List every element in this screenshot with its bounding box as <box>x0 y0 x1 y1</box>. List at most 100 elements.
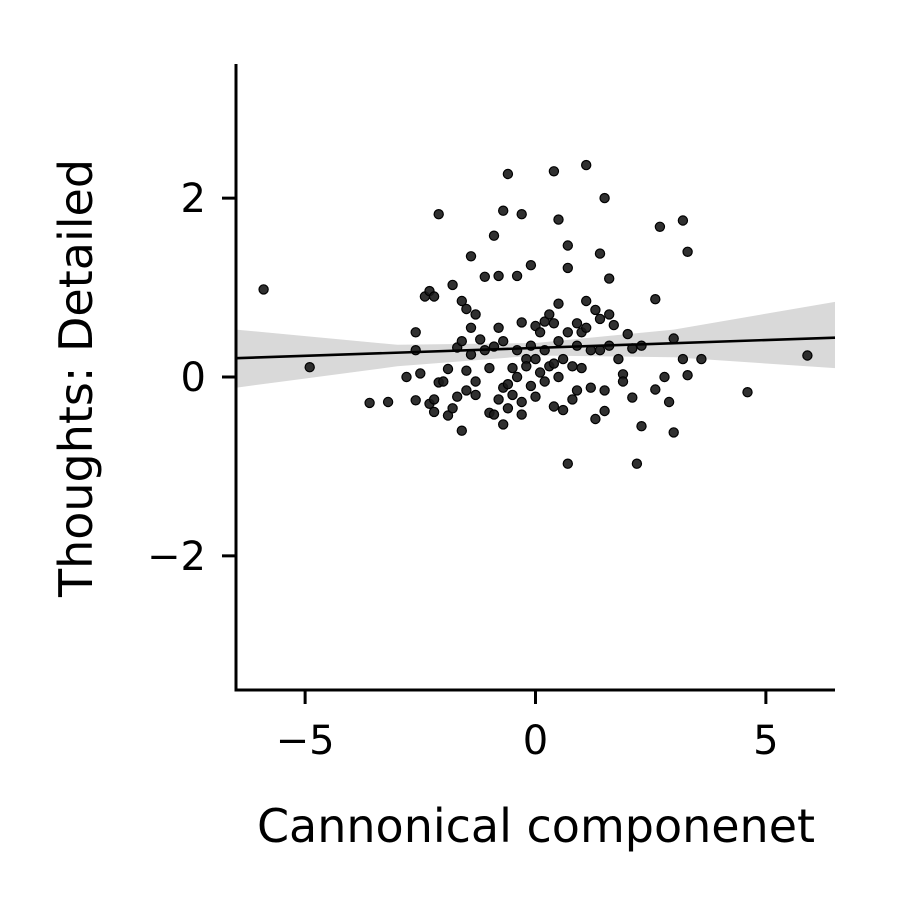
y-tick-label: −2 <box>147 534 206 580</box>
scatter-point <box>663 396 675 408</box>
scatter-point <box>539 376 550 387</box>
scatter-point <box>530 353 541 365</box>
scatter-point <box>668 333 679 344</box>
scatter-point <box>258 284 269 295</box>
scatter-point <box>428 291 440 302</box>
scatter-point <box>599 385 610 396</box>
scatter-point <box>677 353 689 365</box>
scatter-point <box>650 384 661 395</box>
scatter-point <box>502 379 514 390</box>
x-tick-label: −5 <box>276 718 335 764</box>
scatter-point <box>433 208 444 220</box>
scatter-point <box>617 376 629 387</box>
scatter-point <box>447 403 458 414</box>
scatter-point <box>571 385 583 396</box>
scatter-point <box>493 270 504 282</box>
scatter-point <box>516 409 527 420</box>
scatter-point <box>382 396 394 408</box>
scatter-point <box>650 294 661 305</box>
scatter-point <box>475 334 486 345</box>
scatter-point <box>470 309 481 320</box>
scatter-point <box>530 391 541 402</box>
scatter-point <box>548 358 560 369</box>
y-axis-label: Thoughts: Detailed <box>49 159 103 598</box>
scatter-point <box>567 394 578 405</box>
scatter-point <box>590 304 601 316</box>
scatter-point <box>410 395 421 406</box>
scatter-point <box>461 385 472 396</box>
scatter-point <box>304 362 315 373</box>
scatter-point <box>498 336 509 347</box>
scatter-point <box>461 303 472 315</box>
regression-line <box>235 336 836 360</box>
scatter-point <box>581 322 592 333</box>
scatter-point <box>682 370 693 381</box>
scatter-point <box>498 205 509 216</box>
scatter-point <box>562 262 574 274</box>
scatter-point <box>521 361 532 372</box>
scatter-point <box>557 353 569 365</box>
axes: −5 0 5 2 0 −2 <box>147 64 835 764</box>
scatter-point <box>571 318 583 329</box>
scatter-point <box>484 362 495 374</box>
scatter-point <box>516 208 527 220</box>
scatter-point <box>516 396 527 408</box>
scatter-point <box>442 363 454 375</box>
scatter-point <box>428 394 440 405</box>
scatter-point <box>576 362 587 374</box>
scatter-point <box>488 230 500 241</box>
scatter-point <box>502 168 514 180</box>
scatter-point <box>428 406 440 418</box>
scatter-point <box>585 382 597 393</box>
scatter-point <box>802 350 813 361</box>
scatter-point <box>525 260 537 271</box>
scatter-point <box>493 322 504 333</box>
y-tick-label: 0 <box>181 355 206 401</box>
scatter-point <box>636 421 647 432</box>
scatter-point <box>608 319 620 331</box>
scatter-point <box>627 392 638 403</box>
scatter-point <box>553 336 564 347</box>
plot-area <box>235 159 836 469</box>
scatter-point <box>590 413 601 425</box>
scatter-point <box>544 309 555 320</box>
scatter-point <box>479 271 490 282</box>
scatter-point <box>502 403 514 414</box>
scatter-point <box>631 458 643 469</box>
scatter-point <box>456 425 467 436</box>
scatter-point <box>511 345 523 356</box>
x-tick-label: 5 <box>753 718 778 764</box>
scatter-point <box>581 295 592 307</box>
scatter-point <box>604 309 615 320</box>
scatter-point <box>511 270 523 282</box>
scatter-point <box>668 427 679 438</box>
scatter-point <box>677 215 689 226</box>
y-tick-label: 2 <box>181 176 206 222</box>
x-axis-label: Cannonical componenet <box>257 799 815 853</box>
scatter-point <box>410 327 421 338</box>
scatter-point <box>682 246 693 257</box>
scatter-point <box>562 240 574 251</box>
scatter-point <box>534 367 546 378</box>
scatter-point <box>364 397 375 409</box>
scatter-point <box>553 371 564 383</box>
scatter-point <box>548 166 560 177</box>
scatter-point <box>562 458 574 469</box>
scatter-point <box>452 391 463 402</box>
scatter-point <box>442 410 454 421</box>
scatter-point <box>594 248 606 259</box>
scatter-point <box>599 192 610 204</box>
scatter-point <box>534 327 546 338</box>
scatter-point <box>498 419 509 430</box>
scatter-point <box>567 361 578 372</box>
scatter-point <box>511 371 523 383</box>
scatter-point <box>456 295 467 307</box>
scatter-point <box>438 376 449 387</box>
scatter-point <box>465 322 477 333</box>
scatter-point <box>594 313 606 325</box>
scatter-point <box>622 328 633 340</box>
scatter-point <box>493 394 504 405</box>
scatter-point <box>604 273 615 284</box>
scatter-point <box>599 405 610 417</box>
scatter-point <box>461 365 472 376</box>
